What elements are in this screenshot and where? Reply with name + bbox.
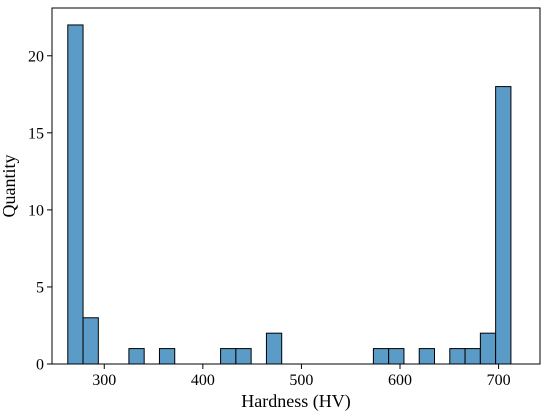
y-tick-label: 0 (36, 357, 44, 374)
x-axis-label: Hardness (HV) (241, 391, 350, 412)
x-tick-label: 500 (289, 372, 313, 389)
y-tick-label: 15 (28, 125, 44, 142)
histogram-bar (464, 348, 481, 365)
histogram-bar (82, 317, 99, 365)
histogram-bar (158, 348, 176, 365)
x-tick-label: 400 (191, 372, 215, 389)
y-tick-label: 10 (28, 202, 44, 219)
bars-group (67, 24, 512, 365)
histogram-bar (235, 348, 252, 365)
x-tick-label: 300 (92, 372, 116, 389)
histogram-bar (479, 332, 497, 365)
histogram-bar (372, 348, 390, 365)
x-axis-ticks: 300 400 500 600 700 (92, 364, 511, 389)
histogram-bar (67, 24, 84, 365)
y-axis-label: Quantity (0, 155, 19, 218)
histogram-bar (418, 348, 436, 365)
x-tick-label: 600 (388, 372, 412, 389)
histogram-bar (265, 332, 283, 365)
plot-frame (51, 7, 541, 365)
histogram-bar (495, 86, 512, 365)
histogram-bar (128, 348, 145, 365)
x-tick-label: 700 (487, 372, 511, 389)
histogram-bar (220, 348, 237, 365)
y-tick-label: 5 (36, 279, 44, 296)
histogram-bar (388, 348, 405, 365)
y-tick-label: 20 (28, 48, 44, 65)
y-axis-ticks: 0 5 10 15 20 (28, 48, 52, 374)
histogram-bar (449, 348, 466, 365)
